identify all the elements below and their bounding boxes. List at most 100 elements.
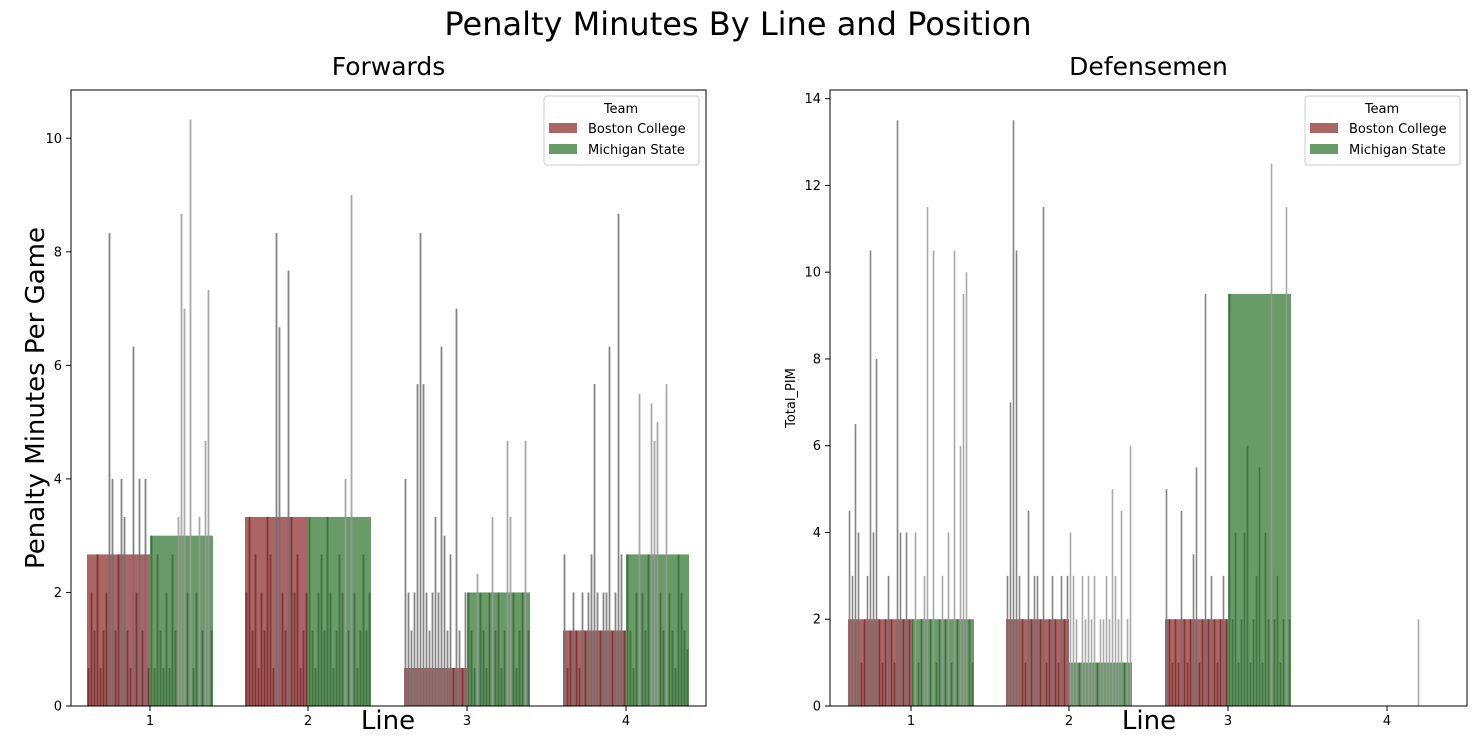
forwards-player-bar <box>120 478 123 706</box>
defensemen-xtick-label: 1 <box>907 714 915 729</box>
forwards-player-bar <box>135 592 138 706</box>
defensemen-player-bar <box>1285 207 1288 706</box>
forwards-player-bar <box>638 393 641 706</box>
defensemen-ytick-label: 10 <box>804 266 821 281</box>
defensemen-player-bar <box>1042 207 1045 706</box>
forwards-player-bar <box>440 346 443 706</box>
forwards-player-bar <box>314 667 317 706</box>
forwards-player-bar <box>506 440 509 706</box>
forwards-player-bar <box>329 592 332 706</box>
forwards-legend-swatch-michigan-state <box>549 144 577 154</box>
forwards-player-bar <box>102 630 105 706</box>
forwards-player-bar <box>623 630 626 706</box>
defensemen-player-bar <box>1189 619 1192 706</box>
defensemen-player-bar <box>929 619 932 706</box>
defensemen-player-bar <box>1243 532 1246 706</box>
forwards-player-bar <box>473 667 476 706</box>
defensemen-player-bar <box>848 510 851 706</box>
defensemen-player-bar <box>860 662 863 706</box>
defensemen-player-bar <box>1021 619 1024 706</box>
defensemen-player-bar <box>959 445 962 706</box>
defensemen-player-bar <box>1276 575 1279 706</box>
defensemen-player-bar <box>1090 619 1093 706</box>
forwards-player-bar <box>272 667 275 706</box>
forwards-player-bar <box>126 630 129 706</box>
forwards-player-bar <box>180 213 183 706</box>
forwards-player-bar <box>129 667 132 706</box>
defensemen-title: Defensemen <box>1069 52 1228 81</box>
defensemen-player-bar <box>1015 250 1018 706</box>
defensemen-player-bar <box>887 575 890 706</box>
forwards-player-bar <box>90 592 93 706</box>
forwards-player-bar <box>443 535 446 706</box>
forwards-player-bar <box>659 592 662 706</box>
forwards-player-bar <box>266 516 269 706</box>
forwards-player-bar <box>144 478 147 706</box>
defensemen-player-bar <box>1060 575 1063 706</box>
defensemen-player-bar <box>917 662 920 706</box>
forwards-legend-label-michigan-state: Michigan State <box>588 143 685 158</box>
forwards-player-bar <box>341 592 344 706</box>
defensemen-y-ticks: 0 2 4 6 8 10 12 14 <box>804 92 830 715</box>
defensemen-player-bar <box>1240 619 1243 706</box>
forwards-player-bar <box>425 592 428 706</box>
defensemen-x-ticks: 1 2 3 4 <box>907 706 1391 729</box>
forwards-player-bar <box>150 535 153 706</box>
defensemen-player-bar <box>893 662 896 706</box>
forwards-player-bar <box>428 630 431 706</box>
defensemen-player-bar <box>851 575 854 706</box>
forwards-player-bar <box>186 592 189 706</box>
forwards-player-bar <box>650 403 653 706</box>
forwards-legend: Team Boston College Michigan State <box>543 95 700 166</box>
forwards-player-bar <box>284 630 287 706</box>
forwards-player-bar <box>452 667 455 706</box>
forwards-player-bar <box>476 573 479 706</box>
defensemen-player-bar <box>863 619 866 706</box>
forwards-player-bar <box>497 592 500 706</box>
forwards-player-bar <box>674 667 677 706</box>
forwards-player-bar <box>326 516 329 706</box>
defensemen-player-bar <box>866 575 869 706</box>
defensemen-player-bar <box>1039 619 1042 706</box>
forwards-player-bar <box>587 592 590 706</box>
forwards-player-bar <box>410 630 413 706</box>
defensemen-player-bar <box>1270 163 1273 707</box>
forwards-player-bar <box>629 630 632 706</box>
forwards-player-bar <box>593 384 596 706</box>
defensemen-player-bar <box>947 532 950 706</box>
forwards-player-bar <box>132 346 135 706</box>
forwards-y-axis-label: Penalty Minutes Per Game <box>21 227 51 569</box>
forwards-player-bar <box>617 213 620 706</box>
forwards-x-ticks: 1 2 3 4 <box>146 706 630 729</box>
forwards-player-bar <box>482 630 485 706</box>
defensemen-player-bar <box>1108 619 1111 706</box>
forwards-player-bar <box>479 592 482 706</box>
forwards-legend-label-boston-college: Boston College <box>588 122 686 137</box>
forwards-player-bar <box>413 592 416 706</box>
forwards-player-bar <box>245 592 248 706</box>
forwards-player-bar <box>171 554 174 706</box>
forwards-player-bar <box>195 592 198 706</box>
defensemen-player-bar <box>1219 619 1222 706</box>
defensemen-player-bar <box>1054 619 1057 706</box>
forwards-player-bar <box>105 592 108 706</box>
forwards-player-bar <box>470 630 473 706</box>
forwards-player-bar <box>458 630 461 706</box>
forwards-player-bar <box>590 554 593 706</box>
forwards-player-bar <box>662 630 665 706</box>
defensemen-player-bar <box>1018 575 1021 706</box>
forwards-player-bar <box>93 630 96 706</box>
forwards-player-bar <box>644 630 647 706</box>
forwards-player-bar <box>290 516 293 706</box>
defensemen-player-bar <box>1246 445 1249 706</box>
forwards-player-bar <box>518 630 521 706</box>
defensemen-legend-label-michigan-state: Michigan State <box>1349 143 1446 158</box>
defensemen-legend-title: Team <box>1364 102 1399 117</box>
forwards-player-bar <box>201 630 204 706</box>
defensemen-player-bar <box>1207 619 1210 706</box>
defensemen-xtick-label: 4 <box>1383 714 1391 729</box>
defensemen-player-bar <box>854 424 857 706</box>
defensemen-legend-label-boston-college: Boston College <box>1349 122 1447 137</box>
forwards-player-bar <box>665 384 668 706</box>
